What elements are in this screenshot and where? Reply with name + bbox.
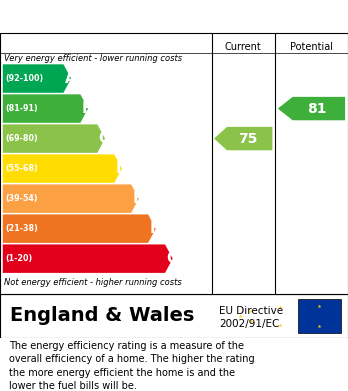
Text: The energy efficiency rating is a measure of the
overall efficiency of a home. T: The energy efficiency rating is a measur… — [9, 341, 254, 391]
Text: Current: Current — [225, 42, 262, 52]
Polygon shape — [3, 214, 156, 243]
Text: 2002/91/EC: 2002/91/EC — [219, 319, 279, 329]
Text: (21-38): (21-38) — [6, 224, 38, 233]
Text: (39-54): (39-54) — [6, 194, 38, 203]
Text: (1-20): (1-20) — [6, 254, 33, 263]
Text: Very energy efficient - lower running costs: Very energy efficient - lower running co… — [4, 54, 182, 63]
Text: (69-80): (69-80) — [6, 134, 38, 143]
Text: F: F — [150, 221, 159, 236]
Polygon shape — [3, 94, 88, 123]
Text: C: C — [99, 131, 110, 146]
Text: 75: 75 — [238, 132, 258, 145]
Bar — [298, 300, 341, 333]
Polygon shape — [3, 244, 173, 273]
Polygon shape — [3, 154, 122, 183]
Text: E: E — [133, 191, 143, 206]
Polygon shape — [3, 124, 105, 153]
Text: 81: 81 — [307, 102, 326, 116]
Polygon shape — [3, 65, 71, 93]
Text: Not energy efficient - higher running costs: Not energy efficient - higher running co… — [4, 278, 182, 287]
Text: B: B — [82, 101, 93, 116]
Polygon shape — [3, 185, 139, 213]
Polygon shape — [278, 97, 345, 120]
Text: (92-100): (92-100) — [6, 74, 44, 83]
Text: (55-68): (55-68) — [6, 164, 38, 173]
Text: England & Wales: England & Wales — [10, 306, 195, 325]
Text: EU Directive: EU Directive — [219, 306, 283, 316]
Text: A: A — [65, 71, 76, 86]
Text: D: D — [116, 161, 128, 176]
Text: Potential: Potential — [290, 42, 333, 52]
Text: (81-91): (81-91) — [6, 104, 38, 113]
Text: G: G — [166, 251, 179, 266]
Text: Energy Efficiency Rating: Energy Efficiency Rating — [9, 9, 230, 24]
Polygon shape — [214, 127, 272, 150]
